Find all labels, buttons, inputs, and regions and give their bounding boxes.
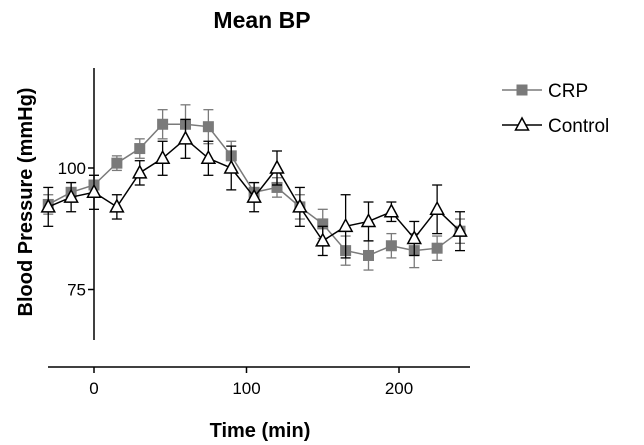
y-tick-label: 100 <box>58 159 86 178</box>
crp-point <box>134 143 146 155</box>
control-point <box>314 232 331 247</box>
crp-point <box>317 218 329 230</box>
tick-labels: 0 100 200 75 100 <box>58 159 414 398</box>
legend-item-control: Control <box>502 116 609 137</box>
axes <box>48 68 470 368</box>
legend-label-control: Control <box>548 116 609 137</box>
control-point <box>292 198 308 213</box>
control-point <box>223 159 240 174</box>
x-tick-label: 100 <box>232 379 260 398</box>
control-point <box>154 149 171 165</box>
chart-title: Mean BP <box>213 7 310 33</box>
control-point <box>360 212 377 228</box>
legend: CRP Control <box>502 81 609 137</box>
crp-point <box>111 157 123 169</box>
control-point <box>429 200 445 216</box>
x-tick-label: 200 <box>385 379 413 398</box>
y-tick-label: 75 <box>67 281 86 300</box>
control-point <box>383 203 400 218</box>
crp-legend-marker <box>516 84 528 96</box>
control-point <box>269 159 285 174</box>
control-point <box>337 217 354 233</box>
control-legend-marker <box>514 116 530 131</box>
crp-point <box>363 249 374 261</box>
control-point <box>177 130 194 145</box>
crp-point <box>431 242 443 254</box>
crp-point <box>157 118 169 130</box>
legend-item-crp: CRP <box>502 81 588 102</box>
plot-area <box>40 104 468 271</box>
control-point <box>452 222 468 237</box>
series-control <box>40 118 468 259</box>
x-axis-title: Time (min) <box>210 420 311 442</box>
legend-label-crp: CRP <box>548 81 588 102</box>
control-point <box>86 183 102 199</box>
crp-point <box>271 181 283 193</box>
control-point <box>246 188 262 203</box>
crp-point <box>385 240 397 252</box>
control-point <box>40 198 57 213</box>
control-point <box>200 149 217 165</box>
control-point <box>63 188 79 203</box>
control-point <box>406 229 423 245</box>
control-point <box>131 164 148 179</box>
crp-point <box>202 121 214 133</box>
control-point <box>109 198 125 213</box>
y-axis-title: Blood Pressure (mmHg) <box>15 88 37 317</box>
x-tick-label: 0 <box>89 379 98 398</box>
